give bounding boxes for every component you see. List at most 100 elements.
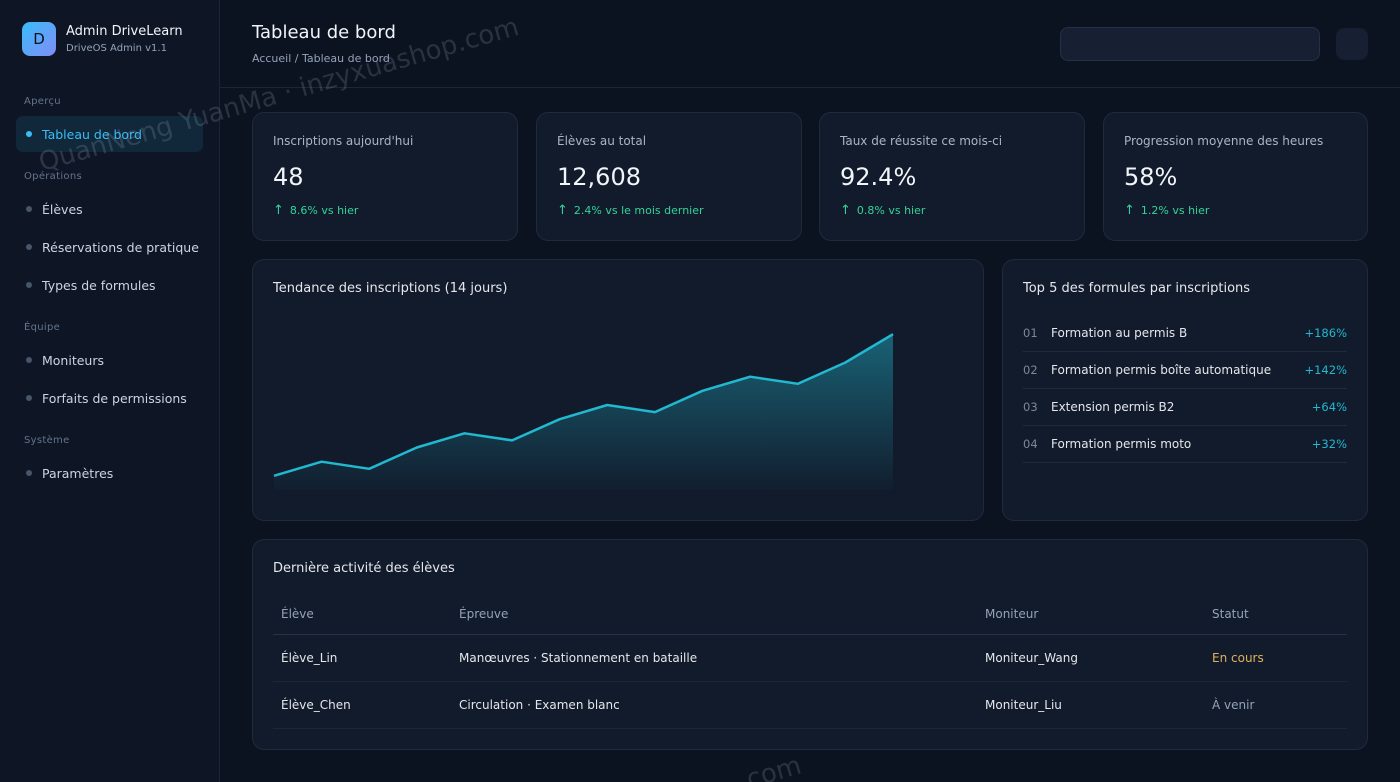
trend-point-13[interactable] bbox=[842, 360, 848, 366]
breadcrumb[interactable]: Accueil / Tableau de bord bbox=[252, 52, 390, 65]
table-row[interactable]: Élève_Chen Circulation · Examen blanc Mo… bbox=[273, 681, 1347, 729]
stat-card-inscriptions: Inscriptions aujourd'hui 48 ↑ 8.6% vs hie… bbox=[252, 112, 518, 241]
sidebar-item-moniteurs[interactable]: Moniteurs bbox=[16, 342, 203, 378]
activity-card: Dernière activité des élèves Élève Épreu… bbox=[252, 539, 1368, 750]
student-cell: Élève_Chen bbox=[273, 681, 451, 729]
trend-point-4[interactable] bbox=[414, 445, 420, 451]
stat-value: 58% bbox=[1124, 163, 1178, 191]
trend-point-2[interactable] bbox=[319, 459, 325, 465]
brand-version: DriveOS Admin v1.1 bbox=[66, 42, 167, 54]
trend-point-11[interactable] bbox=[747, 374, 753, 380]
formula-name: Formation au permis B bbox=[1051, 326, 1188, 340]
column-header: Épreuve bbox=[451, 595, 977, 635]
nav-section-operations: Opérations bbox=[24, 171, 82, 182]
stat-delta: ↑ 2.4% vs le mois dernier bbox=[557, 203, 704, 218]
column-header: Statut bbox=[1204, 595, 1347, 635]
trend-point-9[interactable] bbox=[652, 409, 658, 415]
table-row[interactable]: Élève_Lin Manœuvres · Stationnement en b… bbox=[273, 634, 1347, 682]
trend-chart bbox=[271, 331, 896, 490]
list-item[interactable]: 03 Extension permis B2 +64% bbox=[1023, 389, 1347, 426]
exam-cell: Circulation · Examen blanc bbox=[451, 681, 977, 729]
stat-card-eleves: Élèves au total 12,608 ↑ 2.4% vs le mois … bbox=[536, 112, 802, 241]
top-formulas-card: Top 5 des formules par inscriptions 01 F… bbox=[1002, 259, 1368, 521]
nav-dot-icon bbox=[26, 357, 32, 363]
trend-point-14[interactable] bbox=[890, 331, 896, 337]
sidebar-item-label: Réservations de pratique bbox=[42, 239, 199, 255]
nav-section-equipe: Équipe bbox=[24, 322, 61, 333]
trend-point-6[interactable] bbox=[509, 437, 515, 443]
stat-label: Taux de réussite ce mois-ci bbox=[840, 134, 1003, 148]
exam-cell: Manœuvres · Stationnement en bataille bbox=[451, 634, 977, 682]
nav-dot-icon bbox=[26, 206, 32, 212]
nav-section-systeme: Système bbox=[24, 435, 70, 446]
page-title: Tableau de bord bbox=[252, 22, 396, 43]
status-badge: À venir bbox=[1204, 681, 1347, 729]
stat-delta-text: 0.8% vs hier bbox=[856, 204, 926, 217]
instructor-cell: Moniteur_Wang bbox=[977, 634, 1204, 682]
stat-value: 48 bbox=[273, 163, 304, 191]
trend-point-10[interactable] bbox=[700, 388, 706, 394]
list-item[interactable]: 04 Formation permis moto +32% bbox=[1023, 426, 1347, 463]
status-badge: En cours bbox=[1204, 634, 1347, 682]
column-header: Élève bbox=[273, 595, 451, 635]
arrow-up-icon: ↑ bbox=[1124, 203, 1135, 218]
formula-change: +186% bbox=[1304, 326, 1347, 340]
stat-delta: ↑ 1.2% vs hier bbox=[1124, 203, 1209, 218]
brand-logo: D bbox=[22, 22, 56, 56]
search-input[interactable] bbox=[1060, 27, 1320, 61]
arrow-up-icon: ↑ bbox=[273, 203, 284, 218]
arrow-up-icon: ↑ bbox=[557, 203, 568, 218]
trend-point-3[interactable] bbox=[366, 466, 372, 472]
trend-point-12[interactable] bbox=[795, 381, 801, 387]
topbar: Tableau de bord Accueil / Tableau de bor… bbox=[220, 0, 1400, 88]
sidebar-item-parametres[interactable]: Paramètres bbox=[16, 455, 203, 491]
stat-label: Progression moyenne des heures bbox=[1124, 134, 1324, 148]
nav-dot-icon bbox=[26, 244, 32, 250]
list-item[interactable]: 01 Formation au permis B +186% bbox=[1023, 315, 1347, 352]
trend-point-5[interactable] bbox=[462, 430, 468, 436]
sidebar-item-types-formules[interactable]: Types de formules bbox=[16, 267, 203, 303]
stat-value: 92.4% bbox=[840, 163, 917, 191]
sidebar-item-label: Élèves bbox=[42, 201, 83, 217]
trend-point-7[interactable] bbox=[557, 416, 563, 422]
watermark-text-bottom: ..com bbox=[727, 750, 805, 782]
brand: D Admin DriveLearn DriveOS Admin v1.1 bbox=[22, 22, 183, 56]
sidebar-item-forfaits-permissions[interactable]: Forfaits de permissions bbox=[16, 380, 203, 416]
sidebar-item-eleves[interactable]: Élèves bbox=[16, 191, 203, 227]
nav-dot-icon bbox=[26, 470, 32, 476]
nav-dot-icon bbox=[26, 395, 32, 401]
rank-number: 01 bbox=[1023, 326, 1038, 340]
formula-name: Extension permis B2 bbox=[1051, 400, 1175, 414]
stat-delta: ↑ 8.6% vs hier bbox=[273, 203, 358, 218]
trend-point-8[interactable] bbox=[604, 402, 610, 408]
formula-name: Formation permis boîte automatique bbox=[1051, 363, 1272, 377]
list-item[interactable]: 02 Formation permis boîte automatique +1… bbox=[1023, 352, 1347, 389]
stat-value: 12,608 bbox=[557, 163, 641, 191]
formula-change: +142% bbox=[1304, 363, 1347, 377]
table-header-row: Élève Épreuve Moniteur Statut bbox=[273, 595, 1347, 635]
stat-label: Élèves au total bbox=[557, 134, 647, 148]
formula-change: +32% bbox=[1311, 437, 1347, 451]
brand-name: Admin DriveLearn bbox=[66, 23, 183, 39]
top-formulas-title: Top 5 des formules par inscriptions bbox=[1023, 281, 1251, 296]
rank-number: 03 bbox=[1023, 400, 1038, 414]
trend-chart-card: Tendance des inscriptions (14 jours) bbox=[252, 259, 984, 521]
formula-change: +64% bbox=[1311, 400, 1347, 414]
nav-dot-icon bbox=[26, 282, 32, 288]
stat-card-progression: Progression moyenne des heures 58% ↑ 1.2%… bbox=[1103, 112, 1368, 241]
activity-title: Dernière activité des élèves bbox=[273, 561, 455, 576]
notification-button[interactable] bbox=[1336, 28, 1368, 60]
top-formulas-list: 01 Formation au permis B +186% 02 Format… bbox=[1023, 315, 1347, 463]
trend-point-1[interactable] bbox=[271, 473, 277, 479]
sidebar-item-tableau-de-bord[interactable]: Tableau de bord bbox=[16, 116, 203, 152]
stat-delta: ↑ 0.8% vs hier bbox=[840, 203, 925, 218]
rank-number: 04 bbox=[1023, 437, 1038, 451]
arrow-up-icon: ↑ bbox=[840, 203, 851, 218]
activity-table: Élève Épreuve Moniteur Statut Élève_Lin … bbox=[273, 595, 1347, 729]
sidebar-item-label: Paramètres bbox=[42, 465, 114, 481]
nav-dot-icon bbox=[26, 131, 32, 137]
nav-section-apercu: Aperçu bbox=[24, 96, 61, 107]
sidebar-item-label: Types de formules bbox=[42, 277, 156, 293]
trend-line bbox=[273, 333, 894, 477]
sidebar-item-reservations[interactable]: Réservations de pratique bbox=[16, 229, 203, 265]
